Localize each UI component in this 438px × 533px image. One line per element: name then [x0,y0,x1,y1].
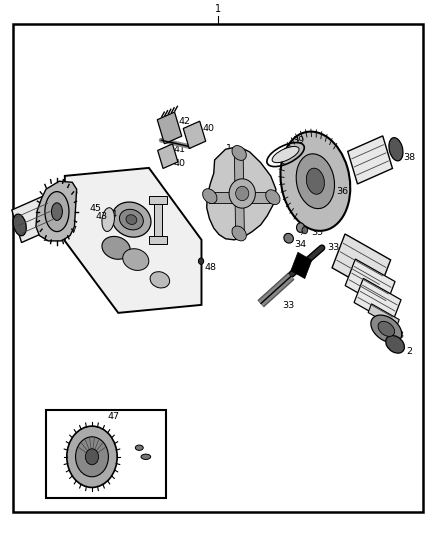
Ellipse shape [284,233,293,243]
Text: 47: 47 [107,413,119,421]
Text: 33: 33 [282,302,294,310]
Polygon shape [209,192,275,203]
Bar [157,112,182,144]
Text: 45: 45 [90,205,102,213]
Ellipse shape [229,179,255,208]
Ellipse shape [85,449,99,465]
Ellipse shape [232,226,246,241]
Bar [348,136,392,184]
Bar [46,410,166,498]
Text: 37: 37 [378,165,390,174]
Ellipse shape [296,154,335,208]
Ellipse shape [306,168,325,194]
Text: 2: 2 [406,347,412,356]
Text: 5: 5 [385,305,391,313]
Ellipse shape [272,147,299,163]
Ellipse shape [126,215,137,224]
Bar [291,252,312,279]
Text: 43: 43 [95,212,107,221]
Ellipse shape [302,227,307,233]
Text: 40: 40 [174,159,186,168]
Bar [149,196,167,204]
Text: 35: 35 [311,229,323,237]
Text: 1: 1 [226,144,232,152]
Bar [345,259,395,308]
Text: 6: 6 [379,288,385,296]
Bar [183,121,206,149]
Text: 32: 32 [369,269,381,277]
Bar [12,195,57,243]
Text: 41: 41 [174,145,186,154]
Text: 42: 42 [179,117,191,126]
Text: 34: 34 [294,240,307,248]
Ellipse shape [203,189,217,204]
Bar [154,201,162,244]
Text: 38: 38 [42,234,55,243]
Polygon shape [234,149,244,238]
Ellipse shape [232,146,246,160]
Ellipse shape [13,214,26,236]
Text: 44: 44 [105,210,117,219]
Bar [332,234,391,294]
Ellipse shape [67,426,117,487]
Ellipse shape [45,191,69,231]
Text: 38: 38 [403,153,415,161]
Text: 3: 3 [397,332,403,340]
Ellipse shape [123,249,149,270]
Text: 48: 48 [205,263,216,271]
Ellipse shape [75,437,108,477]
Ellipse shape [150,272,170,288]
Ellipse shape [371,315,402,343]
Ellipse shape [389,138,403,161]
Ellipse shape [236,187,249,200]
Ellipse shape [297,223,304,232]
Text: 40: 40 [203,125,215,133]
Text: 33: 33 [328,243,340,252]
Bar [368,304,399,328]
Polygon shape [65,168,201,313]
Bar [354,278,401,324]
Polygon shape [207,147,276,240]
Ellipse shape [141,454,151,459]
Ellipse shape [198,258,204,264]
Ellipse shape [266,190,280,205]
Ellipse shape [386,335,404,353]
Text: 4: 4 [392,319,398,327]
Ellipse shape [102,237,130,259]
Ellipse shape [280,132,350,231]
Ellipse shape [120,209,143,230]
Ellipse shape [135,445,143,450]
Ellipse shape [52,203,63,221]
Polygon shape [36,181,77,241]
Text: 1: 1 [215,4,221,14]
Bar [149,236,167,244]
Ellipse shape [112,202,151,237]
Text: 37: 37 [65,226,77,235]
Text: 46: 46 [67,189,78,197]
Text: 36: 36 [336,188,349,196]
Ellipse shape [102,208,114,231]
Text: 39: 39 [293,136,305,144]
Bar [158,144,178,168]
Ellipse shape [378,321,395,336]
